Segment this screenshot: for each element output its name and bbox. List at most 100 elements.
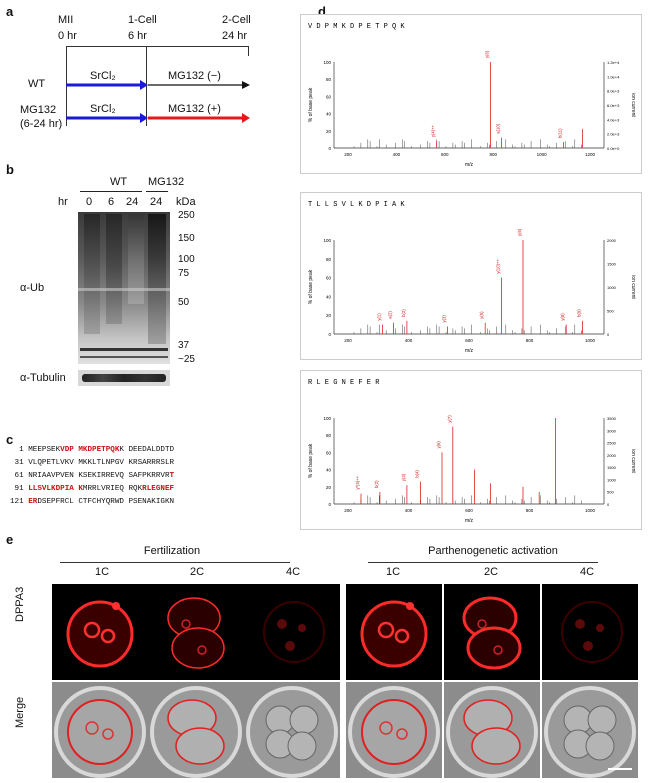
spectrum-3: R L E G N E F E R10080604020035003000250…	[300, 370, 642, 530]
merge-image-1c	[52, 682, 148, 778]
group-wt-line	[80, 191, 142, 192]
sequence-segment: NRIAAVPVEN KSEKIRREVQ SAFPKRRVR	[28, 472, 170, 480]
lane-1: 0	[86, 196, 93, 208]
dppa3-image-4c	[244, 584, 340, 680]
y2-tick-label: 1.0e+4	[607, 74, 620, 79]
y2-axis-label: ion current	[630, 449, 636, 473]
ms-spectra: V D P M K D P E T P Q K 100 80 60 40 20 0 1.2e+…	[300, 14, 642, 530]
lane-2: 6	[108, 196, 115, 208]
ub-label: α-Ub	[20, 282, 45, 294]
y-tick-label: 100	[323, 238, 331, 243]
identified-peptide: RLEGNEF	[142, 485, 175, 493]
y-tick-label: 40	[326, 468, 332, 473]
y2-tick-label: 2500	[607, 441, 617, 446]
y-tick-label: 20	[326, 129, 332, 134]
timeline-axis	[66, 46, 248, 47]
y2-tick-label: 6.0e+3	[607, 103, 620, 108]
ion-label: y(3)	[441, 315, 446, 323]
ion-label: y(5)	[479, 311, 484, 319]
sequence-position: 1	[10, 446, 29, 454]
ion-label: y(6)	[436, 441, 441, 449]
y2-tick-label: 2000	[607, 453, 617, 458]
ion-label: b(2)	[374, 480, 379, 488]
y2-tick-label: 3000	[607, 428, 617, 433]
hr-label: hr	[58, 196, 68, 208]
y-tick-label: 0	[328, 332, 331, 337]
tick-6	[146, 46, 147, 126]
row-mg132-label: MG132	[20, 104, 57, 116]
sequence-line: 91 LLSVLKDPIA KMRRLVRIEQ RQKRLEGNEF	[10, 485, 175, 493]
group-mg132-line	[146, 191, 168, 192]
col-4c-b: 4C	[580, 566, 595, 578]
lane-4: 24	[150, 196, 163, 208]
marker-75: 75	[178, 268, 190, 279]
y-tick-label: 100	[323, 60, 331, 65]
x-tick-label: 400	[393, 152, 401, 157]
scale-bar	[608, 768, 632, 770]
panel-a-label: a	[6, 4, 14, 19]
col-1c-b: 1C	[386, 566, 401, 578]
y2-tick-label: 2000	[607, 238, 617, 243]
stage-2cell: 2-Cell	[222, 14, 251, 26]
ub-blot	[78, 212, 170, 364]
peptide-label: R L E G N E F E R	[308, 379, 380, 387]
y2-axis-label: ion current	[630, 275, 636, 299]
group-mg132: MG132	[148, 176, 185, 188]
time-24: 24 hr	[222, 30, 248, 42]
marker-37: 37	[178, 340, 190, 351]
row-mg132-seg2: MG132 (+)	[168, 103, 221, 115]
dppa3-image-2c	[444, 584, 540, 680]
x-axis-label: m/z	[465, 162, 474, 168]
y-tick-label: 0	[328, 502, 331, 507]
sequence-position: 31	[10, 459, 29, 467]
sequence-segment: DSEPFRCL CTFCHYQRWD PSENAKIGKN	[37, 498, 175, 506]
x-tick-label: 400	[405, 508, 413, 513]
y2-tick-label: 0	[607, 502, 610, 507]
y-tick-label: 20	[326, 313, 332, 318]
tubulin-blot	[78, 370, 170, 386]
x-tick-label: 200	[344, 508, 352, 513]
panel-d-label: d	[318, 4, 326, 19]
merge-image-4c	[542, 682, 638, 778]
col-2c-b: 2C	[484, 566, 499, 578]
peptide-label: T L L S V L K D P I A K	[308, 201, 405, 209]
y-tick-label: 60	[326, 276, 332, 281]
ion-label: y(7)	[447, 415, 452, 423]
merge-image-2c	[444, 682, 540, 778]
x-tick-label: 1000	[585, 508, 596, 513]
y-axis-label: % of base peak	[308, 269, 314, 304]
row-dppa3: DPPA3	[14, 586, 26, 622]
col-4c-a: 4C	[286, 566, 301, 578]
identified-peptide: VDP MKDPETPQK	[60, 446, 120, 454]
y2-tick-label: 1500	[607, 465, 617, 470]
panel-e-label: e	[6, 532, 14, 547]
y-tick-label: 80	[326, 257, 332, 262]
x-tick-label: 800	[526, 338, 534, 343]
sequence-line: 61 NRIAAVPVEN KSEKIRREVQ SAFPKRRVRT	[10, 472, 175, 480]
panel-c-label: c	[6, 432, 14, 447]
row-mg132-sublabel: (6-24 hr)	[20, 118, 63, 130]
ion-label: a(10)	[495, 123, 500, 133]
spectrum-frame	[300, 192, 642, 360]
ion-label: y(1)	[377, 313, 382, 321]
col-1c-a: 1C	[95, 566, 110, 578]
y2-tick-label: 1000	[607, 477, 617, 482]
x-tick-label: 200	[344, 338, 352, 343]
y-tick-label: 0	[328, 146, 331, 151]
y-axis-label: % of base peak	[308, 443, 314, 478]
x-tick-label: 200	[344, 152, 352, 157]
marker-250: 250	[178, 210, 195, 221]
merge-image-4c	[244, 682, 340, 778]
sequence-segment: K DEEDALDDTD	[119, 446, 175, 454]
x-axis-label: m/z	[465, 518, 474, 524]
x-axis-label: m/z	[465, 348, 474, 354]
marker-50: 50	[178, 297, 190, 308]
identified-peptide: LLSVLKDPIA K	[28, 485, 83, 493]
ion-label: y(3)	[401, 473, 406, 481]
spectrum-2: T L L S V L K D P I A K10080604020020001…	[300, 192, 642, 360]
ion-label: b(2)	[401, 309, 406, 317]
y2-tick-label: 3500	[607, 416, 617, 421]
spectrum-1: V D P M K D P E T P Q K1008060402001.2e+…	[300, 14, 642, 174]
y2-tick-label: 500	[607, 309, 614, 314]
tick-24	[248, 46, 249, 56]
